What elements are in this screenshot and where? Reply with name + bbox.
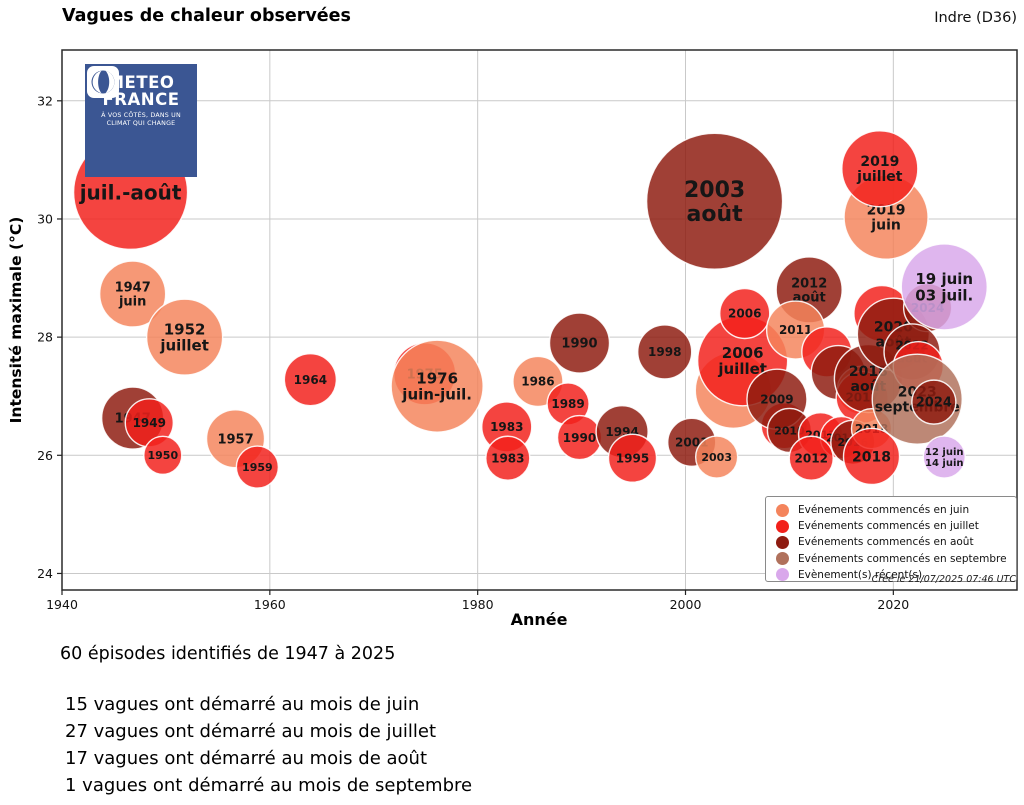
bubble-jun-1947	[98, 260, 167, 328]
x-axis-label: Année	[510, 610, 568, 629]
bubble-jun-1976	[390, 339, 484, 433]
created-note: Créé le 21/07/2025 07:46 UTC	[871, 574, 1016, 585]
legend-swatch-recent	[776, 568, 789, 582]
bubble-aug-2024	[911, 379, 957, 425]
legend-swatch-jul	[776, 519, 789, 533]
legend-label-aug: Evénements commencés en août	[798, 536, 974, 549]
bubble-chart-svg: juil.-août1947juin1952juillet19471949195…	[37, 49, 1018, 612]
bubble-recent-19-juin	[900, 243, 988, 331]
legend-item-jul: Evénements commencés en juillet	[776, 518, 1016, 534]
bubble-aug-1990-label: 1990	[561, 337, 597, 352]
legend-label-sep: Evénements commencés en septembre	[798, 552, 1007, 565]
logo-tagline-line1: À VOS CÔTÉS, DANS UN	[101, 112, 181, 119]
summary-headline: 60 épisodes identifiés de 1947 à 2025	[60, 644, 396, 664]
page-title: Vagues de chaleur observées	[62, 6, 351, 26]
summary-line: 1 vagues ont démarré au mois de septembr…	[65, 775, 473, 796]
y-tick-label-30: 30	[37, 211, 53, 226]
bubble-aug-1990	[548, 312, 611, 374]
bubble-jun-2019-label: 2019 juin	[867, 203, 906, 234]
summary-line: 15 vagues ont démarré au mois de juin	[65, 694, 420, 715]
bubble-recent-19-juin-label: 19 juin 03 juil.	[915, 270, 973, 304]
bubble-jul-1949-label: 1949	[133, 416, 166, 430]
x-tick-label-2000: 2000	[670, 597, 702, 612]
bubble-recent-12-juin	[922, 435, 966, 479]
bubble-jul-1959	[235, 445, 280, 489]
bubble-jul-1964-label: 1964	[294, 373, 327, 387]
bubble-jul-2018	[842, 427, 901, 486]
bubble-jul-1983-label: 1983	[490, 420, 523, 434]
bubble-jul-2019	[841, 130, 919, 208]
bubble-jul-1950	[143, 435, 183, 475]
y-axis-label: Intensité maximale (°C)	[7, 216, 25, 424]
legend-item-sep: Evénements commencés en septembre	[776, 551, 1016, 567]
plot-border	[61, 49, 1018, 591]
legend-item-jun: Evénements commencés en juin	[776, 502, 1016, 518]
legend-item-aug: Evénements commencés en août	[776, 534, 1016, 550]
bubble-jul-1995-label: 1995	[616, 451, 649, 465]
bubble-jun-2003	[694, 435, 739, 479]
bubble-jun-1947-label: 1947 juin	[115, 281, 151, 310]
logo-brand-line2: FRANCE	[102, 90, 180, 109]
bubble-jul-1964	[283, 352, 338, 407]
x-tick-label-1980: 1980	[462, 597, 494, 612]
y-tick-label-26: 26	[37, 448, 53, 463]
bubble-jun-2003-label: 2003	[701, 451, 732, 464]
bubble-jun-1986-label: 1986	[521, 375, 554, 389]
legend-swatch-jun	[776, 503, 789, 517]
legend-swatch-sep	[776, 552, 789, 566]
legend-swatch-aug	[776, 535, 789, 549]
region-label: Indre (D36)	[934, 10, 1017, 26]
bubble-jul-1995	[607, 433, 658, 483]
bubble-jul-1990-label: 1990	[563, 431, 596, 445]
logo-brand-line1: METEO	[107, 73, 175, 92]
bubble-jul-1983-label: 1983	[491, 451, 524, 465]
bubble-jun-1952	[145, 298, 224, 376]
bubble-jun-1957-label: 1957	[217, 432, 253, 447]
bubble-jun-1952-label: 1952 juillet	[159, 320, 209, 354]
meteo-france-logo: METEO FRANCE À VOS CÔTÉS, DANS UN CLIMAT…	[85, 64, 197, 177]
logo-tagline-line2: CLIMAT QUI CHANGE	[106, 120, 176, 127]
summary-line: 27 vagues ont démarré au mois de juillet	[65, 721, 437, 742]
bubble-jul-2006-label: 2006 juillet	[717, 344, 767, 378]
bubble-aug-2003	[645, 132, 784, 270]
y-tick-label-32: 32	[37, 93, 53, 108]
y-tick-label-28: 28	[37, 330, 53, 345]
bubble-jul-2006	[719, 287, 771, 340]
legend: Evénements commencés en juin Evénements c…	[765, 496, 1017, 582]
bubble-aug-1998	[637, 324, 693, 380]
bubble-jun-2011-label: 2011	[779, 323, 812, 337]
bubble-jul-2019-label: 2019 juillet	[856, 154, 903, 185]
summary-line: 17 vagues ont démarré au mois de août	[65, 748, 428, 769]
bubble-aug-2009-label: 2009	[760, 392, 793, 406]
x-tick-label-1940: 1940	[46, 597, 78, 612]
bubble-jun-1976-label: 1976 juin-juil.	[401, 369, 472, 403]
summary-lines: 15 vagues ont démarré au mois de juin 27 …	[65, 691, 472, 799]
bubble-aug-2010-label: 2010	[774, 424, 805, 437]
meteo-france-logo-icon	[87, 66, 119, 98]
bubble-recent-12-juin-label: 12 juin 14 juin	[925, 447, 964, 469]
bubble-jul-2012	[788, 435, 834, 481]
x-tick-label-2020: 2020	[877, 597, 909, 612]
legend-label-recent: Evènement(s) récent(s)	[798, 568, 923, 581]
x-tick-label-1960: 1960	[254, 597, 286, 612]
bubble-aug-1998-label: 1998	[648, 345, 681, 359]
bubble-jul-1950-label: 1950	[147, 449, 178, 462]
bubble-jul-1989-label: 1989	[551, 397, 584, 411]
bubble-jul-2018-label: 2018	[852, 449, 891, 465]
bubble-jul-1983	[485, 435, 531, 481]
bubble-jul-2012-label: 2012	[795, 451, 828, 465]
legend-label-jul: Evénements commencés en juillet	[798, 520, 979, 533]
bubble-jul-juil-ao-t-label: juil.-août	[79, 180, 182, 204]
legend-label-jun: Evénements commencés en juin	[798, 504, 970, 517]
bubble-jul-2006-label: 2006	[728, 307, 761, 321]
bubble-aug-2024-label: 2024	[916, 396, 952, 411]
legend-item-recent: Evènement(s) récent(s)	[776, 567, 1016, 583]
y-tick-label-24: 24	[37, 566, 53, 581]
bubble-aug-2003-label: 2003 août	[684, 178, 745, 227]
bubble-jul-1959-label: 1959	[242, 461, 273, 474]
